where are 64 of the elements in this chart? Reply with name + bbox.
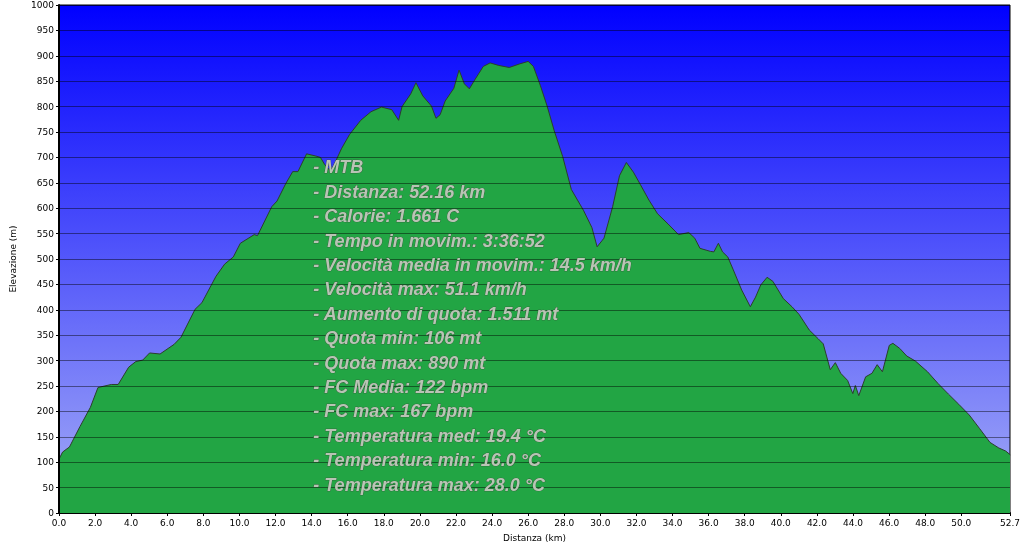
y-tick-label: 300 [36, 355, 55, 366]
y-tick-label: 600 [36, 203, 55, 214]
y-tick-label: 450 [36, 279, 55, 290]
x-tick-label: 36.0 [698, 517, 719, 528]
annotation: - Aumento di quota: 1.511 mt [313, 303, 560, 324]
x-tick-label: 32.0 [626, 517, 647, 528]
x-tick-label: 4.0 [124, 517, 139, 528]
y-tick-label: 550 [36, 228, 55, 239]
x-tick-label: 12.0 [265, 517, 286, 528]
y-tick-label: 900 [36, 50, 55, 61]
y-tick-label: 150 [36, 431, 55, 442]
annotation: - FC Media: 122 bpm [313, 376, 489, 397]
y-tick-label: 850 [36, 76, 55, 87]
x-tick-label: 14.0 [301, 517, 322, 528]
annotation: - Temperatura med: 19.4 °C [313, 425, 547, 446]
annotation: - Tempo in movim.: 3:36:52 [313, 230, 545, 251]
x-tick-label: 24.0 [482, 517, 503, 528]
annotation: - Velocità media in movim.: 14.5 km/h [313, 254, 632, 275]
y-tick-label: 700 [36, 152, 55, 163]
x-tick-label: 38.0 [734, 517, 756, 528]
y-tick-label: 800 [36, 101, 55, 112]
y-tick-label: 100 [36, 457, 55, 468]
x-tick-label: 16.0 [337, 517, 359, 528]
y-tick-label: 250 [36, 381, 55, 391]
x-tick-label: 20.0 [409, 517, 431, 528]
x-tick-label: 44.0 [842, 517, 864, 528]
annotation: - Quota min: 106 mt [313, 328, 483, 349]
x-tick-label: 50.0 [951, 517, 972, 528]
annotation: - MTB [313, 157, 364, 178]
x-tick-label: 0.0 [51, 517, 67, 528]
annotation: - Velocità max: 51.1 km/h [313, 279, 527, 300]
y-tick-label: 750 [36, 127, 55, 137]
y-tick-label: 1000 [31, 0, 55, 10]
x-tick-label: 40.0 [770, 517, 792, 528]
x-tick-label: 42.0 [806, 517, 828, 528]
x-tick-label: 2.0 [87, 517, 103, 528]
x-tick-label: 28.0 [554, 517, 575, 528]
y-tick-label: 650 [36, 177, 55, 188]
x-tick-label: 18.0 [373, 517, 395, 528]
annotation: - FC max: 167 bpm [313, 401, 474, 422]
x-tick-label: 26.0 [518, 517, 539, 528]
x-tick-label: 6.0 [160, 517, 175, 528]
x-tick-label: 48.0 [915, 517, 936, 528]
y-axis-title: Elevazione (m) [7, 225, 18, 293]
annotation: - Temperatura min: 16.0 °C [313, 450, 542, 471]
x-tick-label: 22.0 [445, 517, 467, 528]
y-tick-label: 950 [36, 25, 55, 36]
annotation: - Calorie: 1.661 C [313, 206, 461, 227]
x-tick-label: 10.0 [229, 517, 250, 528]
y-tick-label: 350 [36, 330, 55, 341]
annotation: - Quota max: 890 mt [313, 352, 487, 373]
annotation: - Distanza: 52.16 km [313, 181, 486, 202]
x-tick-label: 30.0 [590, 517, 611, 528]
x-tick-label: 34.0 [662, 517, 683, 528]
y-tick-label: 400 [36, 304, 55, 315]
y-tick-label: 0 [48, 508, 55, 518]
x-tick-label: 46.0 [879, 517, 900, 528]
y-tick-label: 50 [42, 482, 55, 493]
x-axis-title: Distanza (km) [503, 532, 566, 543]
y-tick-label: 200 [36, 406, 55, 417]
x-tick-label: 52.7 [999, 517, 1021, 528]
x-tick-label: 8.0 [196, 517, 211, 528]
y-tick-label: 500 [36, 254, 55, 264]
annotation: - Temperatura max: 28.0 °C [313, 474, 546, 495]
